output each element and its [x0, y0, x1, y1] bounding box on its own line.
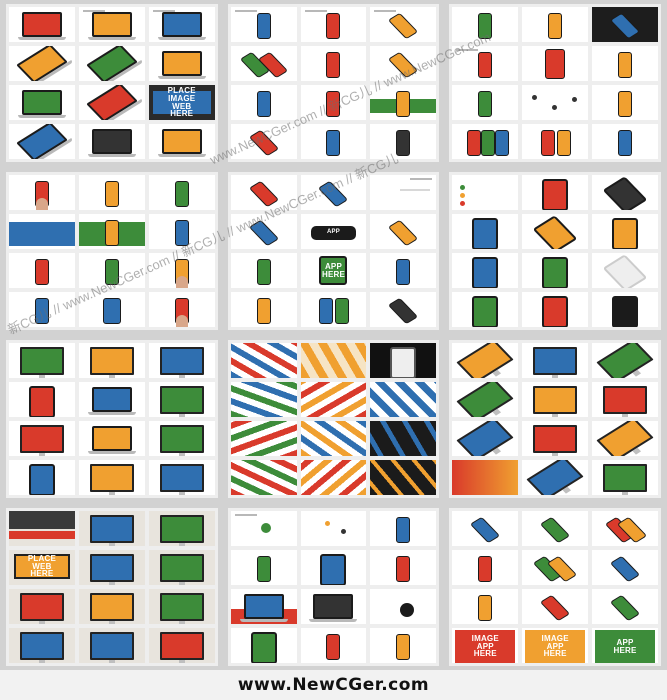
footer-banner: www.NewCGer.com — [0, 670, 667, 700]
slide-thumbnail[interactable]: PLACE IMAGE WEB HERE — [148, 85, 215, 120]
mockup-screen-text: IMAGE APP HERE — [525, 630, 586, 663]
sheet-laptop-mockups: PLACE IMAGE WEB HERE — [6, 4, 218, 162]
laptop-mockup — [17, 12, 66, 40]
slide-thumbnail[interactable] — [9, 124, 75, 159]
sheet-device-patterns — [227, 340, 440, 498]
sheet-flatlay-desk — [227, 508, 440, 666]
mockup-screen-text: APP HERE — [319, 256, 348, 285]
slide-thumbnail[interactable] — [78, 85, 145, 120]
sheet-phone-mockups — [227, 4, 440, 162]
mockup-screen-text: PLACE WEB HERE — [14, 554, 70, 579]
sheet-app-mockups: APP APP HERE — [227, 172, 440, 330]
slide-thumbnail[interactable] — [148, 46, 215, 81]
sheet-isometric-app: IMAGE APP HERE IMAGE APP HERE APP HERE — [449, 508, 661, 666]
slide-thumbnail[interactable] — [9, 46, 75, 81]
sheet-responsive-devices — [6, 340, 218, 498]
slide-thumbnail[interactable] — [9, 7, 75, 42]
sheet-desk-photos: PLACE WEB HERE — [6, 508, 218, 666]
sheet-handheld-phones — [6, 172, 218, 330]
mockup-screen-text: APP HERE — [595, 630, 655, 663]
sheet-tablet-mockups — [449, 172, 661, 330]
slide-thumbnail[interactable] — [78, 7, 145, 42]
slide-thumbnail[interactable] — [78, 46, 145, 81]
mockup-screen-text: IMAGE APP HERE — [455, 630, 516, 663]
mockup-screen-text: PLACE IMAGE WEB HERE — [152, 87, 211, 117]
slide-thumbnail[interactable] — [78, 124, 145, 159]
footer-url: www.NewCGer.com — [237, 675, 430, 695]
slide-thumbnail[interactable] — [9, 85, 75, 120]
slide-thumbnail[interactable] — [148, 124, 215, 159]
sheet-photorealistic-monitors — [449, 340, 661, 498]
slide-thumbnail[interactable] — [148, 7, 215, 42]
sheet-phone-vertical — [449, 4, 661, 162]
